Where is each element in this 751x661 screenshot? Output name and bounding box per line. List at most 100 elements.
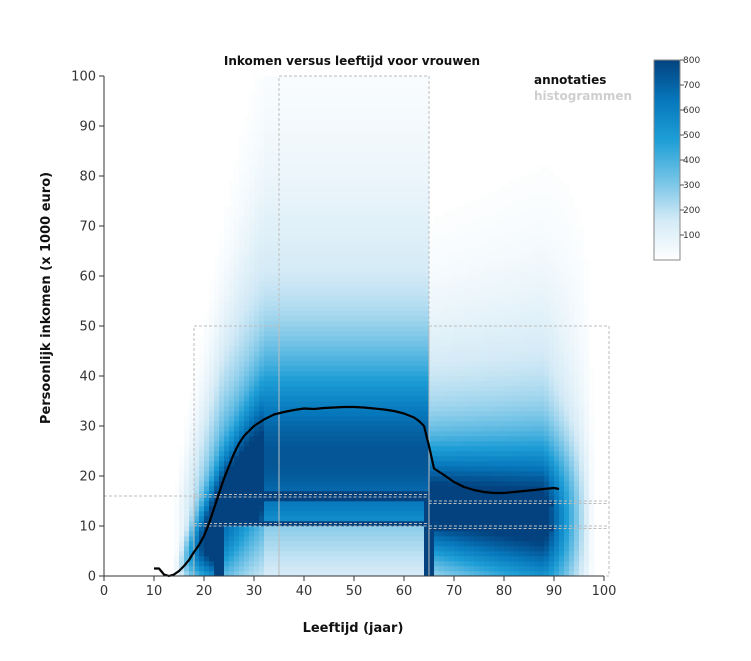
heatmap-cell [274, 111, 280, 117]
heatmap-cell [359, 161, 365, 167]
heatmap-cell [299, 511, 305, 517]
heatmap-cell [374, 86, 380, 92]
heatmap-cell [349, 206, 355, 212]
heatmap-cell [284, 216, 290, 222]
heatmap-cell [334, 116, 340, 122]
heatmap-cell [304, 341, 310, 347]
heatmap-cell [314, 336, 320, 342]
heatmap-cell [449, 291, 455, 297]
heatmap-cell [294, 251, 300, 257]
heatmap-cell [369, 136, 375, 142]
heatmap-cell [439, 281, 445, 287]
heatmap-cell [424, 186, 430, 192]
heatmap-cell [234, 311, 240, 317]
heatmap-cell [389, 346, 395, 352]
heatmap-cell [314, 416, 320, 422]
heatmap-cell [444, 371, 450, 377]
heatmap-cell [294, 271, 300, 277]
heatmap-cell [434, 536, 440, 542]
heatmap-cell [424, 471, 430, 477]
heatmap-cell [449, 511, 455, 517]
heatmap-cell [279, 221, 285, 227]
heatmap-cell [239, 346, 245, 352]
heatmap-cell [444, 321, 450, 327]
heatmap-cell [419, 496, 425, 502]
heatmap-cell [254, 266, 260, 272]
heatmap-cell [234, 436, 240, 442]
heatmap-cell [204, 351, 210, 357]
heatmap-cell [314, 316, 320, 322]
heatmap-cell [399, 326, 405, 332]
heatmap-cell [409, 106, 415, 112]
heatmap-cell [369, 126, 375, 132]
heatmap-cell [404, 481, 410, 487]
heatmap-cell [364, 346, 370, 352]
heatmap-cell [414, 356, 420, 362]
heatmap-cell [269, 186, 275, 192]
heatmap-cell [449, 456, 455, 462]
heatmap-cell [419, 511, 425, 517]
heatmap-cell [394, 466, 400, 472]
heatmap-cell [379, 386, 385, 392]
heatmap-cell [339, 446, 345, 452]
heatmap-cell [354, 446, 360, 452]
heatmap-cell [299, 286, 305, 292]
heatmap-cell [359, 346, 365, 352]
heatmap-cell [314, 301, 320, 307]
heatmap-cell [384, 226, 390, 232]
heatmap-cell [289, 161, 295, 167]
heatmap-cell [299, 146, 305, 152]
heatmap-cell [309, 556, 315, 562]
heatmap-cell [359, 431, 365, 437]
heatmap-cell [454, 326, 460, 332]
heatmap-cell [264, 211, 270, 217]
heatmap-cell [264, 246, 270, 252]
heatmap-cell [284, 136, 290, 142]
heatmap-cell [239, 251, 245, 257]
heatmap-cell [404, 496, 410, 502]
heatmap-cell [344, 126, 350, 132]
heatmap-cell [234, 401, 240, 407]
heatmap-cell [389, 111, 395, 117]
heatmap-cell [189, 526, 195, 532]
heatmap-cell [349, 361, 355, 367]
heatmap-cell [334, 316, 340, 322]
heatmap-cell [304, 541, 310, 547]
heatmap-cell [209, 331, 215, 337]
heatmap-cell [374, 236, 380, 242]
heatmap-cell [189, 486, 195, 492]
heatmap-cell [184, 541, 190, 547]
heatmap-cell [394, 371, 400, 377]
heatmap-cell [424, 376, 430, 382]
heatmap-cell [239, 331, 245, 337]
heatmap-cell [309, 191, 315, 197]
heatmap-cell [284, 376, 290, 382]
heatmap-cell [419, 176, 425, 182]
heatmap-cell [369, 106, 375, 112]
heatmap-cell [364, 206, 370, 212]
heatmap-cell [439, 261, 445, 267]
heatmap-cell [284, 176, 290, 182]
heatmap-cell [229, 381, 235, 387]
heatmap-cell [239, 191, 245, 197]
heatmap-cell [204, 321, 210, 327]
heatmap-cell [254, 236, 260, 242]
heatmap-cell [274, 126, 280, 132]
heatmap-cell [309, 226, 315, 232]
heatmap-cell [294, 261, 300, 267]
heatmap-cell [239, 336, 245, 342]
heatmap-cell [259, 536, 265, 542]
heatmap-cell [384, 111, 390, 117]
heatmap-cell [339, 171, 345, 177]
heatmap-cell [444, 461, 450, 467]
heatmap-cell [409, 431, 415, 437]
heatmap-cell [379, 566, 385, 572]
heatmap-cell [369, 191, 375, 197]
heatmap-cell [199, 516, 205, 522]
heatmap-cell [274, 76, 280, 82]
heatmap-cell [249, 181, 255, 187]
heatmap-cell [314, 531, 320, 537]
heatmap-cell [334, 146, 340, 152]
heatmap-cell [304, 106, 310, 112]
heatmap-cell [359, 216, 365, 222]
